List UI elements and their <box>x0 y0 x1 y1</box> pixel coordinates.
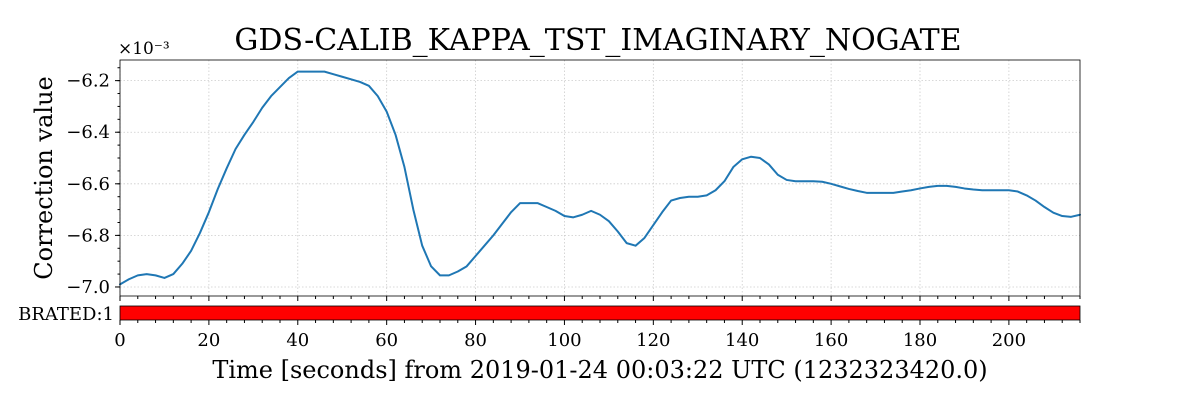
state-bar-label: BRATED:1 <box>18 304 114 325</box>
y-tick-label: −6.4 <box>66 122 110 143</box>
main-plot-frame <box>119 59 1081 297</box>
y-axis-label: Correction value <box>30 76 58 279</box>
x-tick-label: 0 <box>114 330 125 351</box>
x-tick-label: 40 <box>286 330 309 351</box>
y-exponent-label: ×10⁻³ <box>118 39 170 59</box>
y-tick-label: −6.6 <box>66 174 110 195</box>
x-tick-label: 140 <box>725 330 759 351</box>
ticks-layer: −7.0 −6.8 −6.6 −6.4 −6.2 0 20 40 60 80 100 120 140 16… <box>66 67 1081 351</box>
series-line <box>119 70 1081 286</box>
y-tick-label: −6.2 <box>66 71 110 92</box>
state-bar <box>120 306 1080 320</box>
x-tick-label: 100 <box>547 330 581 351</box>
x-tick-label: 20 <box>197 330 220 351</box>
x-tick-label: 200 <box>992 330 1026 351</box>
x-tick-label: 60 <box>375 330 398 351</box>
x-tick-label: 80 <box>464 330 487 351</box>
y-tick-label: −7.0 <box>66 277 110 298</box>
chart-title: GDS-CALIB_KAPPA_TST_IMAGINARY_NOGATE <box>234 23 961 58</box>
x-tick-label: 180 <box>903 330 937 351</box>
state-bar-frame <box>119 305 1081 321</box>
grid-layer <box>119 60 1080 296</box>
x-tick-label: 120 <box>636 330 670 351</box>
x-axis-label: Time [seconds] from 2019-01-24 00:03:22 … <box>212 356 987 384</box>
y-tick-label: −6.8 <box>66 225 110 246</box>
x-tick-label: 160 <box>814 330 848 351</box>
series-layer <box>119 70 1081 286</box>
